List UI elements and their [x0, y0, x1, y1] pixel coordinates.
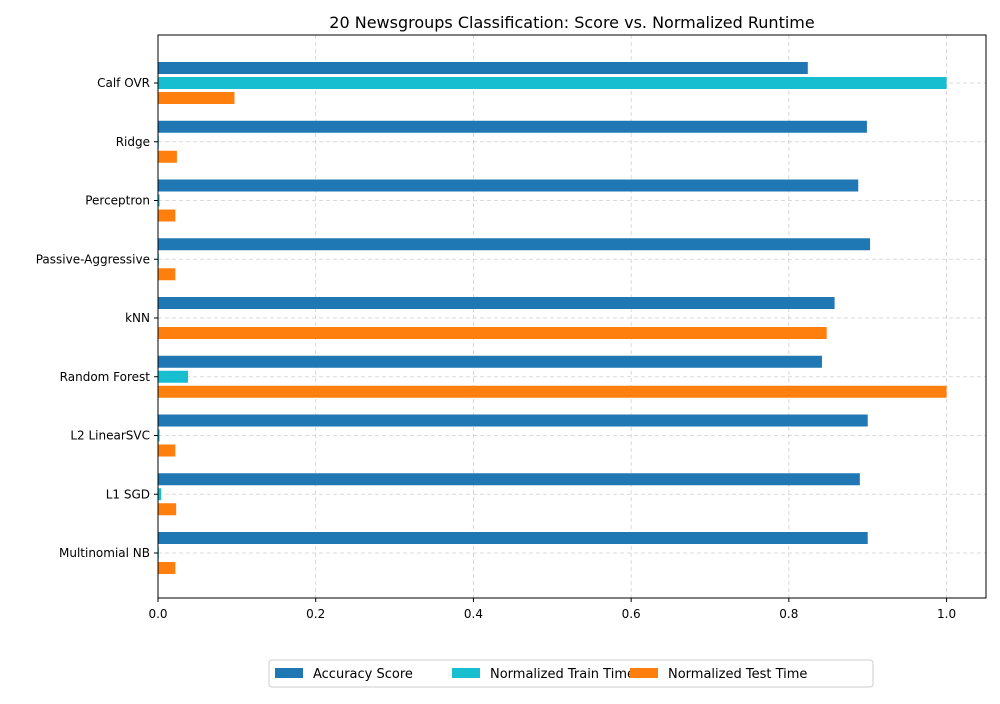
- grid-lines: [157, 35, 986, 598]
- x-tick-label-4: 0.8: [779, 607, 798, 621]
- legend-label-1: Normalized Train Time: [490, 667, 635, 682]
- bar-0-1: [158, 120, 867, 133]
- category-label-7: L1 SGD: [106, 487, 150, 501]
- legend: Accuracy Score Normalized Train Time Norma…: [268, 659, 874, 688]
- bar-1-6: [158, 429, 160, 442]
- bar-2-5: [158, 385, 947, 398]
- x-tick-label-5: 1.0: [937, 607, 956, 621]
- bar-2-7: [158, 503, 177, 516]
- bar-0-8: [158, 532, 868, 544]
- axes: 0.0 0.2 0.4 0.6 0.8 1.0 Calf OVR Ridge Perceptro…: [36, 34, 987, 621]
- bar-1-0: [158, 77, 947, 89]
- chart-title: 20 Newsgroups Classification: Score vs. …: [329, 13, 814, 32]
- bar-0-4: [158, 297, 835, 309]
- bar-0-2: [158, 179, 859, 192]
- bar-2-6: [158, 444, 176, 457]
- bars: [158, 62, 947, 574]
- bar-2-8: [158, 562, 176, 574]
- bar-1-2: [158, 194, 160, 207]
- legend-swatch-0: [275, 668, 303, 678]
- category-label-8: Multinomial NB: [59, 546, 150, 560]
- bar-0-6: [158, 414, 868, 427]
- category-label-0: Calf OVR: [97, 76, 150, 90]
- plot-frame: [157, 34, 987, 599]
- legend-label-2: Normalized Test Time: [668, 667, 807, 682]
- bar-2-3: [158, 268, 176, 281]
- bar-2-2: [158, 209, 176, 222]
- legend-swatch-1: [452, 668, 480, 678]
- legend-box: [268, 659, 874, 688]
- legend-swatch-2: [630, 668, 658, 678]
- category-label-2: Perceptron: [85, 194, 150, 208]
- bar-2-4: [158, 327, 827, 339]
- bar-0-0: [158, 62, 808, 74]
- bar-1-7: [158, 488, 162, 501]
- x-tick-label-0: 0.0: [148, 607, 167, 621]
- bar-0-5: [158, 355, 822, 368]
- category-label-6: L2 LinearSVC: [70, 429, 150, 443]
- legend-label-0: Accuracy Score: [313, 667, 413, 682]
- category-label-5: Random Forest: [60, 370, 151, 384]
- bar-2-0: [158, 92, 235, 104]
- category-label-1: Ridge: [116, 135, 150, 149]
- bar-2-1: [158, 150, 177, 163]
- bar-0-3: [158, 238, 871, 251]
- bar-1-5: [158, 370, 188, 383]
- x-tick-label-2: 0.4: [464, 607, 483, 621]
- category-label-4: kNN: [125, 311, 150, 325]
- x-tick-label-3: 0.6: [622, 607, 641, 621]
- x-tick-label-1: 0.2: [306, 607, 325, 621]
- category-label-3: Passive-Aggressive: [36, 252, 150, 266]
- bar-0-7: [158, 473, 860, 486]
